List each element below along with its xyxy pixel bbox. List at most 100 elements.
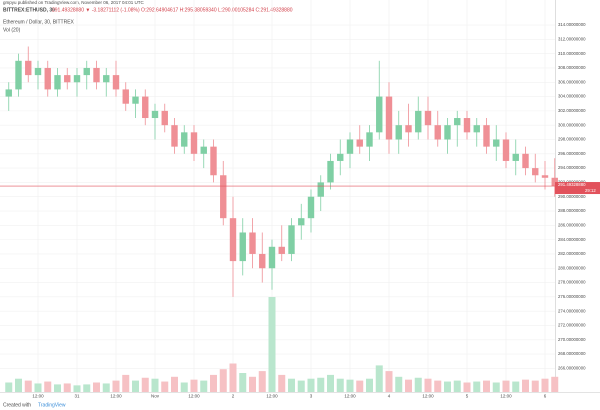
candle-body [15, 60, 22, 90]
legend-title: Ethereum / Dollar, 30, BITTREX [3, 19, 75, 25]
candle-body [122, 89, 129, 104]
volume-bar [522, 379, 529, 392]
x-tick-label: 5 [466, 394, 469, 399]
volume-bar [34, 383, 42, 392]
volume-bar [229, 363, 237, 392]
candle-body [268, 246, 276, 269]
candle-body [73, 75, 81, 83]
y-tick-label: 314.00000000 [558, 22, 586, 27]
volume-bar [297, 380, 305, 392]
volume-bar [44, 381, 52, 392]
volume-bar [444, 381, 451, 392]
volume-bar [73, 385, 81, 392]
symbol: BITTREX:ETHUSD, 30 [3, 7, 55, 13]
y-tick-label: 268.00000000 [558, 351, 586, 356]
volume-bar [551, 376, 559, 392]
volume-bar [375, 365, 383, 392]
volume-bar [395, 376, 403, 392]
y-tick-label: 266.00000000 [558, 366, 586, 371]
volume-bar [219, 369, 227, 392]
x-tick-label: 12:00 [500, 394, 512, 399]
volume-bar [112, 380, 120, 392]
candle-body [5, 89, 12, 97]
volume-title: Vol (20) [3, 27, 21, 33]
y-tick-label: 298.00000000 [558, 137, 586, 142]
volume-bar [531, 380, 539, 392]
x-tick-label: 2 [232, 394, 235, 399]
volume-bar [512, 381, 520, 392]
candle-body [405, 125, 412, 133]
y-tick-label: 274.00000000 [558, 308, 586, 313]
candle-body [288, 225, 295, 254]
candle-body [25, 60, 32, 76]
candle-body [454, 118, 461, 126]
volume-bar [414, 377, 422, 392]
candle-body [64, 75, 71, 83]
candle-body [541, 175, 549, 178]
candle-body [210, 146, 217, 176]
candle-body [366, 132, 373, 147]
volume-bar [63, 383, 71, 392]
volume-bar [463, 382, 471, 392]
y-tick-label: 310.00000000 [558, 51, 586, 56]
publisher: gmpyu published on TradingView.com, Nove… [3, 0, 144, 5]
volume-bar [424, 378, 432, 392]
candle-body [220, 175, 227, 219]
x-tick-label: 12:00 [422, 394, 434, 399]
volume-bar [258, 371, 266, 392]
volume-bar [5, 382, 13, 392]
candle-body [44, 67, 51, 90]
countdown-label: 29:12 [585, 188, 596, 193]
candle-body [337, 153, 344, 161]
volume-bar [541, 378, 549, 392]
candle-body [483, 125, 490, 147]
volume-bar [83, 384, 91, 392]
candle-body [93, 67, 100, 83]
volume-bar [307, 378, 315, 392]
volume-bar [210, 374, 217, 392]
y-tick-label: 270.00000000 [558, 337, 586, 342]
volume-bar [278, 374, 286, 392]
x-tick-label: 31 [74, 394, 80, 399]
candle-body [259, 253, 266, 269]
volume-bar [366, 378, 373, 392]
last-price-label: 291.49328880 [558, 182, 586, 187]
x-tick-label: 12:00 [188, 394, 200, 399]
candle-body [200, 146, 207, 154]
candle-body [385, 96, 393, 140]
candle-body [239, 232, 246, 262]
x-tick-label: 12:00 [110, 394, 122, 399]
candle-body [415, 110, 422, 133]
x-tick-label: 12:00 [344, 394, 356, 399]
y-tick-label: 296.00000000 [558, 151, 586, 156]
candle-body [112, 75, 120, 90]
candle-body [376, 96, 383, 133]
candle-body [249, 232, 256, 254]
candle-body [171, 125, 178, 147]
volume-bar [385, 371, 393, 392]
x-tick-label: 12:00 [266, 394, 278, 399]
y-tick-label: 278.00000000 [558, 280, 586, 285]
candle-body [502, 139, 510, 161]
volume-bar [122, 374, 130, 392]
volume-bar [180, 382, 188, 392]
y-tick-label: 276.00000000 [558, 294, 586, 299]
volume-bar [336, 378, 344, 392]
candle-body [307, 196, 315, 219]
volume-bar [346, 379, 354, 392]
y-tick-label: 294.00000000 [558, 165, 586, 170]
candle-body [142, 96, 149, 119]
candle-body [83, 67, 90, 76]
candle-body [434, 125, 441, 140]
candle-body [278, 246, 285, 254]
volume-bar [15, 378, 22, 392]
volume-bar [473, 381, 481, 392]
volume-bar [405, 379, 412, 392]
volume-bar [161, 381, 169, 392]
volume-bar [249, 376, 256, 392]
x-tick-label: 6 [544, 394, 547, 399]
footer-brand[interactable]: TradingView [38, 402, 66, 408]
candle-body [190, 132, 198, 154]
candle-body [463, 118, 471, 133]
